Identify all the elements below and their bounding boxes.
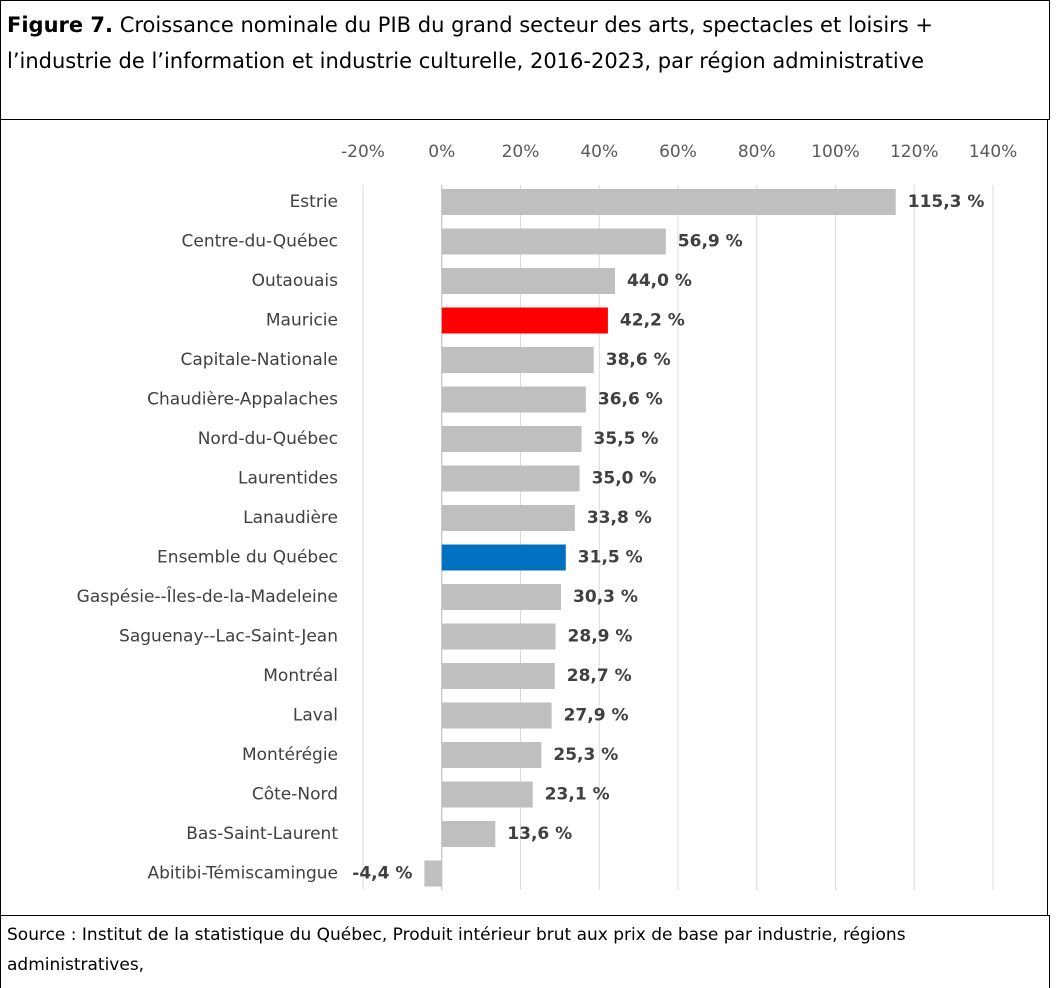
- data-label: 25,3 %: [553, 745, 618, 765]
- data-label: 115,3 %: [908, 192, 985, 212]
- data-label: 38,6 %: [606, 350, 671, 370]
- title-box: Figure 7. Croissance nominale du PIB du …: [0, 0, 1050, 120]
- x-tick-label: Capitale-Nationale: [181, 350, 339, 370]
- bar: [441, 505, 575, 531]
- data-label: 35,5 %: [594, 429, 659, 449]
- bar: [441, 228, 666, 255]
- data-label: 42,2 %: [620, 311, 685, 331]
- data-label: 13,6 %: [507, 824, 572, 844]
- x-tick-label: 20%: [502, 142, 540, 162]
- data-label: 30,3 %: [573, 587, 638, 607]
- data-label: 35,0 %: [592, 469, 657, 489]
- data-label: 28,9 %: [568, 627, 633, 647]
- x-tick-label: Gaspésie--Îles-de-la-Madeleine: [77, 585, 338, 607]
- x-tick-label: Laval: [293, 706, 338, 726]
- chart: -20% 0% 20% 40% 60% 80% 100% 120% 140% Estrie 115,…: [77, 142, 1018, 890]
- x-tick-label: 140%: [969, 142, 1018, 162]
- chart-box: -20% 0% 20% 40% 60% 80% 100% 120% 140% Estrie 115,…: [0, 119, 1048, 915]
- x-tick-label: Côte-Nord: [252, 785, 338, 805]
- bar: [441, 347, 594, 373]
- source: Source : Institut de la statistique du Q…: [0, 915, 1050, 988]
- bar: [441, 821, 496, 847]
- x-tick-label: Laurentides: [238, 469, 338, 489]
- x-tick-label: Chaudière-Appalaches: [147, 390, 338, 410]
- data-label: 44,0 %: [627, 271, 692, 291]
- bar: [424, 860, 442, 887]
- data-label: 56,9 %: [678, 232, 743, 252]
- bar: [441, 189, 896, 215]
- bar: [441, 465, 580, 492]
- data-label: 36,6 %: [598, 390, 663, 410]
- data-label: 23,1 %: [545, 785, 610, 805]
- bar: [441, 623, 556, 650]
- data-label: 33,8 %: [587, 508, 652, 528]
- data-label: 31,5 %: [578, 548, 643, 568]
- x-tick-label: 0%: [428, 142, 455, 162]
- x-tick-label: 120%: [890, 142, 939, 162]
- figure-label: Figure 7.: [7, 13, 114, 37]
- x-tick-label: Saguenay--Lac-Saint-Jean: [119, 627, 338, 647]
- x-tick-label: Ensemble du Québec: [157, 548, 338, 568]
- bar: [441, 742, 542, 768]
- x-tick-label: Lanaudière: [243, 508, 338, 528]
- x-tick-label: 80%: [738, 142, 776, 162]
- x-tick-label: Outaouais: [252, 271, 339, 291]
- bar: [441, 781, 533, 808]
- x-tick-label: 60%: [659, 142, 697, 162]
- data-label: -4,4 %: [352, 864, 412, 884]
- x-tick-label: 100%: [811, 142, 860, 162]
- x-tick-label: -20%: [341, 142, 385, 162]
- bar: [441, 584, 562, 610]
- data-label: 27,9 %: [564, 706, 629, 726]
- bar: [441, 663, 555, 689]
- data-label: 28,7 %: [567, 666, 632, 686]
- x-tick-label: Estrie: [290, 192, 338, 212]
- bar: [441, 702, 552, 729]
- x-tick-label: Montréal: [263, 666, 338, 686]
- x-tick-label: Centre-du-Québec: [181, 232, 338, 252]
- x-tick-label: Nord-du-Québec: [198, 429, 338, 449]
- x-tick-label: Abitibi-Témiscamingue: [147, 864, 338, 884]
- x-tick-label: Mauricie: [266, 311, 338, 331]
- x-tick-label: 40%: [580, 142, 618, 162]
- x-tick-label: Montérégie: [242, 745, 338, 765]
- chart-title: Croissance nominale du PIB du grand sect…: [7, 13, 934, 73]
- bar: [441, 307, 608, 334]
- bar: [441, 544, 566, 571]
- x-tick-label: Bas-Saint-Laurent: [186, 824, 338, 844]
- bar: [441, 386, 586, 413]
- bar: [441, 268, 615, 294]
- bar: [441, 426, 582, 452]
